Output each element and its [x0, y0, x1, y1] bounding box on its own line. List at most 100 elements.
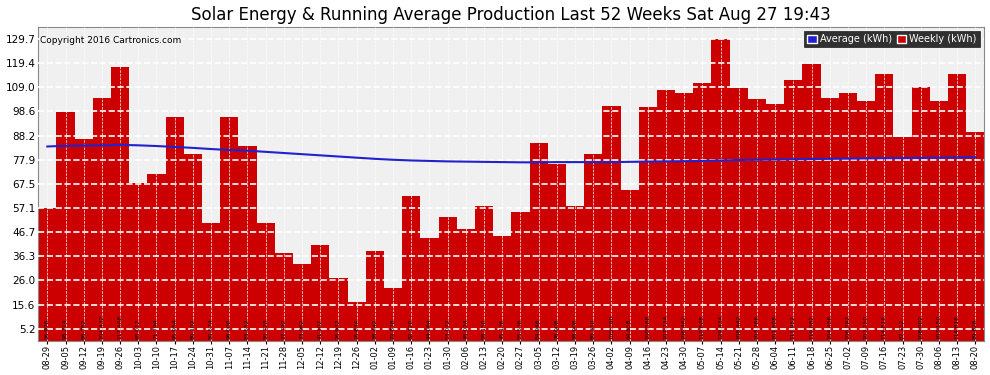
Text: 98.214: 98.214 [63, 318, 68, 339]
Text: 95.954: 95.954 [172, 318, 177, 339]
Text: 16.634: 16.634 [354, 318, 359, 339]
Bar [803, 64, 821, 341]
Title: Solar Energy & Running Average Production Last 52 Weeks Sat Aug 27 19:43: Solar Energy & Running Average Productio… [191, 6, 832, 24]
Bar [584, 154, 602, 341]
Bar [220, 117, 239, 341]
Bar [493, 236, 511, 341]
Bar [56, 112, 74, 341]
Text: 22.878: 22.878 [390, 318, 396, 339]
Bar [421, 238, 439, 341]
Text: 84.946: 84.946 [537, 318, 542, 339]
Text: 71.794: 71.794 [154, 318, 159, 339]
Text: 64.858: 64.858 [627, 318, 632, 339]
Text: 108.442: 108.442 [737, 315, 742, 339]
Bar [930, 101, 948, 341]
Text: 101.608: 101.608 [772, 315, 778, 339]
Text: 56.976: 56.976 [45, 318, 50, 339]
Text: 45.136: 45.136 [500, 318, 505, 339]
Text: 106.442: 106.442 [682, 315, 687, 339]
Bar [129, 183, 148, 341]
Text: 76.008: 76.008 [554, 318, 559, 339]
Bar [857, 101, 875, 341]
Text: 114.816: 114.816 [954, 315, 959, 339]
Text: 58.150: 58.150 [481, 318, 486, 339]
Text: 89.826: 89.826 [973, 318, 978, 339]
Text: 103.766: 103.766 [754, 315, 759, 339]
Bar [402, 196, 421, 341]
Text: 48.024: 48.024 [463, 318, 468, 339]
Bar [365, 252, 384, 341]
Text: 103.150: 103.150 [863, 315, 868, 339]
Text: Copyright 2016 Cartronics.com: Copyright 2016 Cartronics.com [41, 36, 181, 45]
Text: 117.448: 117.448 [118, 315, 123, 339]
Bar [547, 164, 566, 341]
Text: 50.574: 50.574 [209, 318, 214, 339]
Bar [875, 74, 893, 341]
Bar [439, 217, 456, 341]
Bar [511, 211, 530, 341]
Text: 87.712: 87.712 [900, 318, 905, 339]
Bar [912, 87, 930, 341]
Bar [148, 174, 165, 341]
Text: 80.310: 80.310 [591, 318, 596, 339]
Text: 110.608: 110.608 [700, 315, 705, 339]
Bar [675, 93, 693, 341]
Text: 53.072: 53.072 [446, 318, 450, 339]
Bar [712, 39, 730, 341]
Bar [839, 93, 857, 341]
Bar [639, 106, 657, 341]
Bar [165, 117, 184, 341]
Bar [475, 206, 493, 341]
Text: 33.062: 33.062 [300, 318, 305, 339]
Text: 55.536: 55.536 [518, 318, 523, 339]
Bar [74, 139, 93, 341]
Legend: Average (kWh), Weekly (kWh): Average (kWh), Weekly (kWh) [804, 32, 979, 47]
Bar [747, 99, 766, 341]
Bar [766, 104, 784, 341]
Text: 37.792: 37.792 [281, 318, 286, 339]
Bar [384, 288, 402, 341]
Text: 44.064: 44.064 [427, 318, 432, 339]
Bar [657, 90, 675, 341]
Bar [602, 106, 621, 341]
Bar [730, 88, 747, 341]
Text: 41.102: 41.102 [318, 318, 323, 339]
Bar [239, 146, 256, 341]
Bar [456, 229, 475, 341]
Text: 68.012: 68.012 [136, 318, 141, 339]
Text: 62.120: 62.120 [409, 318, 414, 339]
Text: 106.592: 106.592 [845, 315, 850, 339]
Text: 104.456: 104.456 [828, 315, 833, 339]
Bar [256, 223, 275, 341]
Bar [93, 98, 111, 341]
Bar [330, 278, 347, 341]
Text: 38.442: 38.442 [372, 318, 377, 339]
Bar [893, 136, 912, 341]
Bar [530, 143, 547, 341]
Text: 129.434: 129.434 [718, 315, 723, 339]
Text: 114.816: 114.816 [882, 315, 887, 339]
Text: 83.552: 83.552 [245, 318, 249, 339]
Bar [275, 253, 293, 341]
Text: 96.000: 96.000 [227, 318, 232, 339]
Bar [621, 190, 639, 341]
Bar [347, 302, 365, 341]
Text: 100.588: 100.588 [645, 315, 650, 339]
Bar [566, 206, 584, 341]
Text: 108.902: 108.902 [919, 315, 924, 339]
Text: 58.008: 58.008 [572, 318, 577, 339]
Text: 111.952: 111.952 [791, 315, 796, 339]
Bar [111, 68, 129, 341]
Bar [821, 98, 839, 341]
Bar [784, 80, 803, 341]
Text: 100.790: 100.790 [609, 315, 614, 339]
Bar [293, 264, 311, 341]
Bar [311, 245, 330, 341]
Text: 104.432: 104.432 [99, 315, 104, 339]
Text: 107.734: 107.734 [663, 315, 668, 339]
Text: 103.150: 103.150 [937, 315, 941, 339]
Bar [202, 223, 220, 341]
Text: 26.932: 26.932 [336, 318, 341, 339]
Text: 80.102: 80.102 [190, 318, 195, 339]
Text: 50.728: 50.728 [263, 318, 268, 339]
